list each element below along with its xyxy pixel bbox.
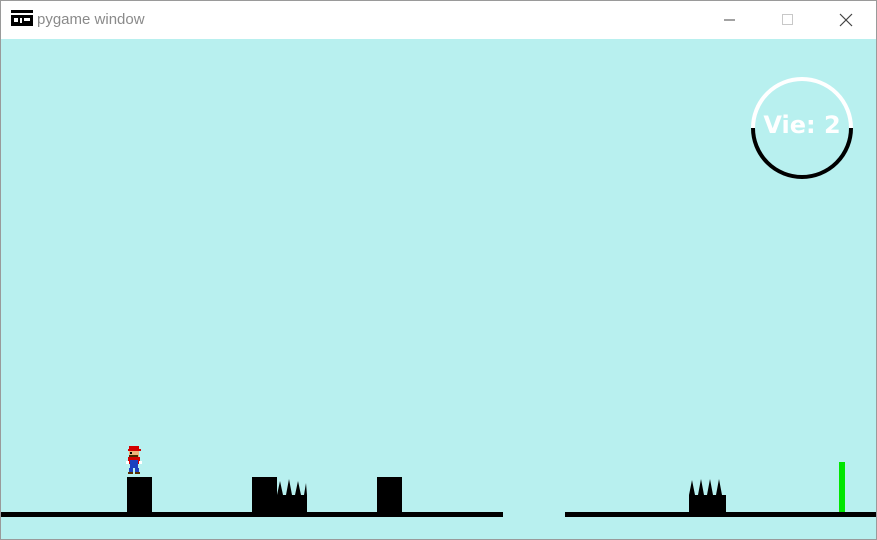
ground-platform	[565, 512, 876, 517]
title-bar[interactable]: pygame window	[1, 1, 876, 39]
minimize-button[interactable]	[701, 1, 759, 39]
lives-ring-icon	[751, 77, 853, 179]
spikes-hazard	[277, 479, 307, 513]
close-icon	[839, 13, 853, 27]
mario-sprite	[126, 446, 142, 474]
minimize-icon	[724, 19, 735, 21]
block-obstacle	[377, 477, 402, 513]
ground-platform	[1, 512, 503, 517]
maximize-button[interactable]	[759, 1, 817, 39]
block-obstacle	[127, 477, 152, 513]
pygame-icon	[11, 10, 33, 26]
goal-flag	[839, 462, 845, 513]
block-obstacle	[252, 477, 277, 513]
window-title: pygame window	[37, 11, 145, 28]
maximize-icon	[782, 14, 793, 25]
lives-text: Vie: 2	[763, 111, 841, 139]
game-canvas[interactable]: Vie: 2	[1, 39, 876, 539]
close-button[interactable]	[817, 1, 875, 39]
lives-indicator: Vie: 2	[751, 77, 853, 179]
spikes-hazard	[689, 479, 726, 513]
